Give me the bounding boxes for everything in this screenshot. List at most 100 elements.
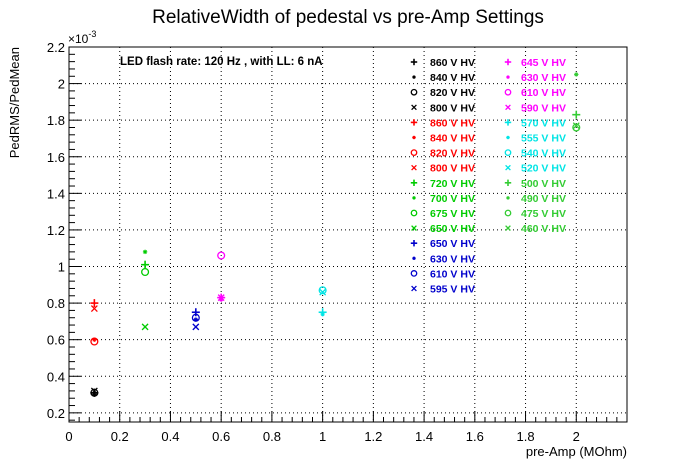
legend-label: 610 V HV (521, 87, 566, 99)
x-tick-label: 0.4 (161, 429, 179, 444)
data-point-plus (572, 110, 581, 119)
data-point-circle (191, 313, 200, 322)
legend-marker-cross (411, 285, 417, 292)
y-tick-label: 0.4 (47, 369, 65, 384)
data-point-cross (572, 122, 580, 130)
legend-marker-star (506, 75, 510, 79)
x-tick-label: 0.6 (212, 429, 230, 444)
data-point-cross (319, 288, 327, 296)
legend-label: 630 V HV (521, 72, 566, 84)
chart-title: RelativeWidth of pedestal vs pre-Amp Set… (152, 7, 544, 28)
legend-label: 650 V HV (430, 238, 475, 250)
x-tick-label: 1.2 (364, 429, 382, 444)
legend-marker-star (506, 135, 510, 140)
legend-label: 645 V HV (521, 57, 566, 69)
legend-marker-star (412, 135, 416, 140)
y-tick-label: 1.8 (47, 113, 65, 128)
legend-label: 475 V HV (521, 208, 566, 220)
legend-label: 820 V HV (430, 148, 475, 160)
legend-marker-star (506, 196, 510, 200)
legend-marker-plus (410, 58, 418, 66)
legend-label: 590 V HV (521, 102, 566, 114)
legend-marker-circle (410, 88, 418, 96)
y-tick-label: 2.2 (47, 40, 65, 55)
y-tick-label: 1.2 (47, 223, 65, 238)
legend-marker-plus (504, 119, 512, 126)
x-tick-label: 1 (319, 429, 326, 444)
data-point-circle (217, 251, 226, 260)
legend-label: 500 V HV (521, 178, 566, 190)
legend-marker-circle (504, 209, 512, 217)
legend-label: 540 V HV (521, 148, 566, 160)
legend-label: 840 V HV (430, 133, 475, 145)
data-point-circle (318, 286, 327, 295)
legend-marker-cross (505, 164, 511, 171)
y-tick-label: 0.8 (47, 296, 65, 311)
x-tick-label: 1.4 (415, 429, 433, 444)
data-point-circle (90, 337, 99, 346)
legend-label: 700 V HV (430, 193, 475, 205)
legend-marker-star (412, 256, 416, 261)
legend-label: 610 V HV (430, 268, 475, 280)
legend-marker-circle (504, 88, 512, 96)
x-tick-label: 0 (65, 429, 72, 444)
legend-marker-plus (504, 179, 512, 186)
data-point-circle (141, 267, 150, 277)
y-tick-label: 0.2 (47, 406, 65, 421)
legend-label: 720 V HV (430, 178, 475, 190)
legend-label: 860 V HV (430, 117, 475, 129)
legend-label: 675 V HV (430, 208, 475, 220)
data-point-plus (141, 260, 150, 269)
legend-marker-plus (410, 179, 418, 186)
data-point-star (574, 72, 579, 77)
data-point-cross (192, 323, 200, 331)
legend-label: 820 V HV (430, 87, 475, 99)
x-axis-label: pre-Amp (MOhm) (526, 444, 627, 459)
y-tick-label: 1.6 (47, 150, 65, 165)
x-tick-label: 0.2 (111, 429, 129, 444)
legend-label: 840 V HV (430, 72, 475, 84)
y-tick-label: 2 (58, 77, 65, 92)
data-point-star (142, 249, 148, 255)
data-points (90, 72, 581, 397)
legend-label: 490 V HV (521, 193, 566, 205)
legend-label: 800 V HV (430, 163, 475, 175)
legend-marker-cross (505, 104, 511, 111)
legend-marker-circle (410, 209, 418, 217)
legend-label: 800 V HV (430, 102, 475, 114)
legend-label: 460 V HV (521, 223, 566, 235)
x-tick-label: 1.8 (517, 429, 535, 444)
data-point-circle (90, 388, 99, 397)
legend-marker-plus (504, 58, 512, 66)
legend-marker-plus (410, 240, 418, 247)
data-point-cross (141, 323, 149, 331)
data-point-cross (217, 294, 225, 302)
legend-marker-star (412, 75, 416, 79)
legend-marker-cross (505, 225, 511, 231)
legend-marker-star (412, 196, 416, 200)
y-exponent-label: ×10-3 (68, 29, 96, 46)
data-point-cross (90, 387, 98, 395)
x-tick-label: 0.8 (263, 429, 281, 444)
legend-marker-circle (410, 149, 418, 156)
y-axis-label: PedRMS/PedMean (7, 47, 22, 158)
legend-label: 570 V HV (521, 117, 566, 129)
legend-label: 555 V HV (521, 133, 566, 145)
data-point-cross (90, 305, 98, 313)
chart-annotation: LED flash rate: 120 Hz , with LL: 6 nA (120, 56, 323, 68)
plot-frame (68, 46, 628, 423)
x-tick-label: 1.6 (466, 429, 484, 444)
legend-marker-cross (411, 164, 417, 171)
legend-marker-plus (410, 119, 418, 126)
x-tick-label: 2 (573, 429, 580, 444)
data-point-star (320, 311, 325, 317)
legend-label: 860 V HV (430, 57, 475, 69)
y-tick-label: 0.6 (47, 333, 65, 348)
legend-label: 630 V HV (430, 253, 475, 265)
legend-label: 520 V HV (521, 163, 566, 175)
legend-marker-circle (410, 270, 418, 277)
y-tick-label: 1 (58, 260, 65, 275)
